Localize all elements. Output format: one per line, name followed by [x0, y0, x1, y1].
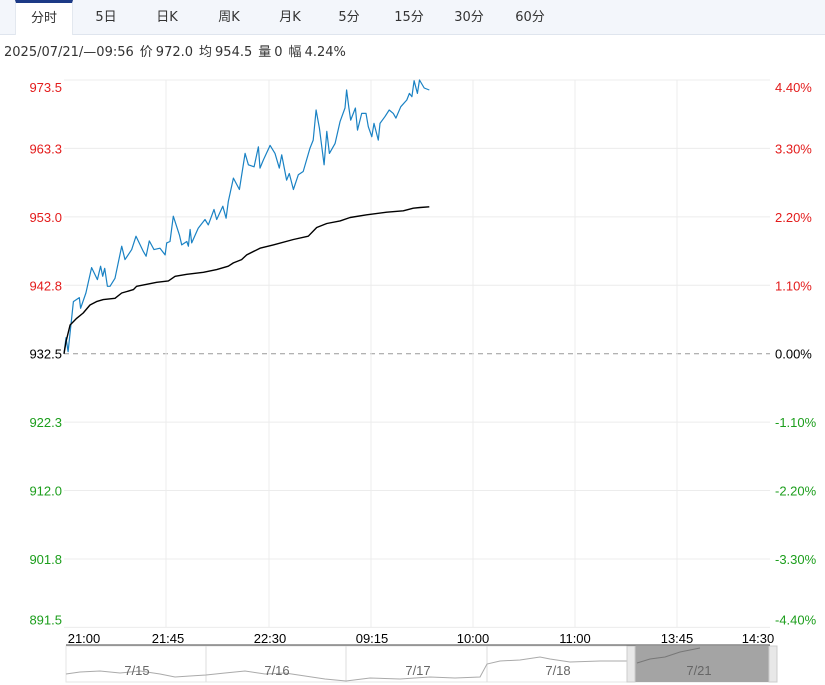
y-tick-label-left: 922.3: [29, 415, 62, 430]
x-tick-label: 21:00: [68, 631, 101, 646]
y-tick-label-left: 891.5: [29, 612, 62, 627]
navigator-left-handle[interactable]: [626, 645, 636, 683]
y-axis-labels: 973.5 4.40% 963.3 3.30% 953.0 2.20% 942.8 1.10%…: [29, 80, 816, 627]
y-tick-label-right: 0.00%: [775, 347, 812, 362]
navigator-day-label: 7/16: [264, 663, 289, 678]
x-axis-labels: 21:00 21:45 22:30 09:15 10:00 11:00 13:45 14:30: [68, 631, 775, 646]
y-tick-label-left: 973.5: [29, 80, 62, 95]
y-tick-label-left: 953.0: [29, 210, 62, 225]
volume-label: 量: [258, 45, 272, 60]
change-label: 幅: [288, 45, 302, 60]
navigator-sparkline: [65, 656, 628, 682]
y-tick-label-right: -2.20%: [775, 484, 817, 499]
y-tick-label-right: 1.10%: [775, 278, 812, 293]
price-label: 价: [139, 45, 153, 60]
y-tick-label-right: -3.30%: [775, 552, 817, 567]
y-tick-label-left: 901.8: [29, 552, 62, 567]
grid: [64, 79, 770, 628]
tab-5min[interactable]: 5分: [338, 10, 360, 25]
navigator-day-label: 7/15: [124, 663, 149, 678]
volume-value: 0: [274, 45, 283, 60]
datetime: 2025/07/21/—09:56: [4, 45, 134, 60]
y-tick-label-right: -1.10%: [775, 415, 817, 430]
navigator-day-label-selected: 7/21: [686, 663, 711, 678]
y-tick-label-right: -4.40%: [775, 612, 817, 627]
tab-15min[interactable]: 15分: [394, 10, 424, 25]
tab-daily-k[interactable]: 日K: [156, 10, 178, 25]
tab-60min[interactable]: 60分: [515, 10, 545, 25]
y-tick-label-right: 4.40%: [775, 80, 812, 95]
y-tick-label-left: 963.3: [29, 141, 62, 156]
x-tick-label: 14:30: [742, 631, 775, 646]
tab-weekly-k[interactable]: 周K: [218, 10, 240, 25]
y-tick-label-right: 3.30%: [775, 141, 812, 156]
y-tick-label-right: 2.20%: [775, 210, 812, 225]
tab-5day[interactable]: 5日: [95, 10, 117, 25]
period-tab-bar: 分时 5日 日K 周K 月K 5分 15分 30分 60分: [0, 0, 825, 35]
tab-monthly-k[interactable]: 月K: [279, 10, 301, 25]
range-navigator[interactable]: 7/15 7/16 7/17 7/18 7/21: [65, 644, 778, 683]
navigator-sparkline-selected: [636, 647, 701, 664]
navigator-right-handle[interactable]: [768, 645, 778, 683]
y-tick-label-left: 912.0: [29, 484, 62, 499]
x-tick-label: 10:00: [457, 631, 490, 646]
x-tick-label: 13:45: [661, 631, 694, 646]
avg-value: 954.5: [215, 45, 253, 60]
avg-label: 均: [199, 45, 213, 60]
y-tick-label-left: 932.5: [29, 347, 62, 362]
x-tick-label: 09:15: [356, 631, 389, 646]
change-value: 4.24%: [304, 45, 346, 60]
quote-info-line: 2025/07/21/—09:56 价 972.0 均 954.5 量 0 幅 4.24%: [4, 41, 352, 60]
x-tick-label: 22:30: [254, 631, 287, 646]
series-layer: [63, 79, 430, 354]
price-line: [63, 79, 430, 354]
navigator-selected-range[interactable]: [631, 646, 771, 682]
navigator-day-label: 7/18: [545, 663, 570, 678]
average-price-line: [63, 206, 430, 354]
tab-intraday[interactable]: 分时: [15, 0, 73, 35]
price-value: 972.0: [155, 45, 194, 60]
tab-30min[interactable]: 30分: [454, 10, 484, 25]
navigator-day-label: 7/17: [405, 663, 430, 678]
y-tick-label-left: 942.8: [29, 278, 62, 293]
x-tick-label: 11:00: [559, 631, 591, 646]
x-tick-label: 21:45: [152, 631, 185, 646]
